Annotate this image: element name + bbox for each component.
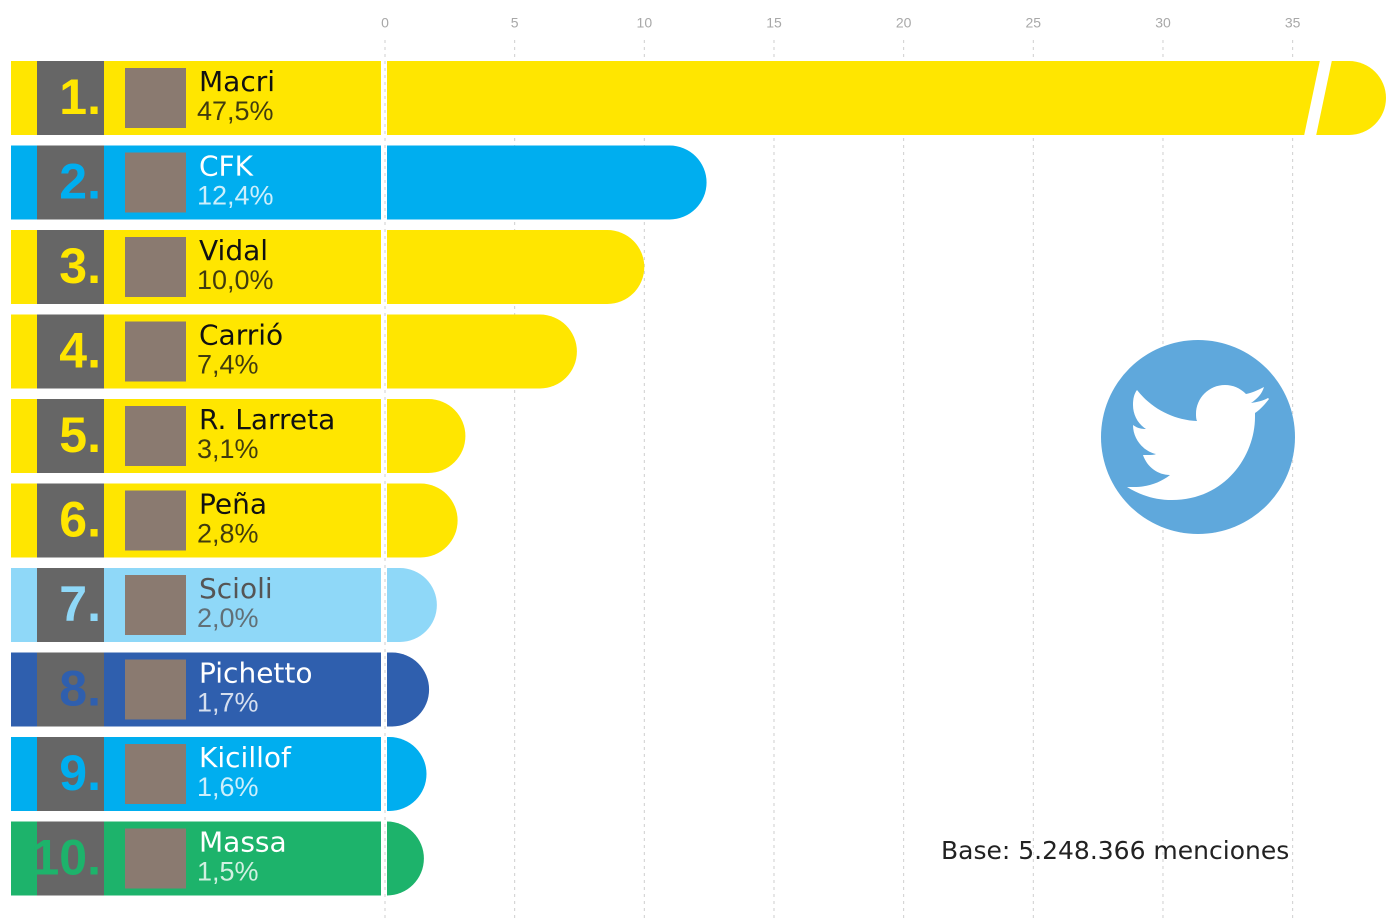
value-label: 1,5% (197, 857, 259, 887)
photo (125, 321, 186, 382)
rank: 4. (59, 323, 101, 379)
rank-panel (37, 314, 104, 389)
x-tick-label: 0 (381, 15, 389, 31)
x-tick-label: 20 (896, 15, 912, 31)
rank-panel (37, 145, 104, 220)
x-tick-label: 25 (1026, 15, 1042, 31)
value-label: 2,8% (197, 519, 259, 549)
value-label: 12,4% (197, 181, 274, 211)
rank: 9. (59, 745, 101, 801)
rank-panel (37, 568, 104, 642)
rank-panel (37, 230, 104, 304)
grid: 0 5 10 15 20 25 30 35 (381, 15, 1301, 921)
x-tick-label: 15 (766, 15, 782, 31)
bar (387, 483, 458, 558)
rank: 2. (59, 154, 101, 210)
bar (387, 737, 427, 811)
rank-panel (37, 483, 104, 558)
rank: 8. (59, 661, 101, 717)
rank-panel (37, 652, 104, 727)
rank-panel (37, 821, 104, 896)
photo (125, 575, 186, 635)
photo (125, 152, 186, 213)
rank-panel (37, 737, 104, 811)
value-label: 3,1% (197, 434, 259, 464)
bar (387, 145, 707, 220)
value-label: 10,0% (197, 265, 274, 295)
bar (387, 314, 577, 389)
rank-panel (37, 399, 104, 473)
bar (387, 399, 466, 473)
bar-name: Scioli (199, 572, 273, 605)
photo (125, 659, 186, 720)
bar-name: Macri (199, 65, 275, 98)
rank: 10. (31, 830, 101, 886)
bar (387, 821, 424, 896)
bar-name: Massa (199, 826, 287, 859)
bar-name: CFK (199, 150, 254, 183)
bar-name: Kicillof (199, 741, 292, 774)
photo (125, 744, 186, 804)
value-label: 7,4% (197, 350, 259, 380)
bar-name: R. Larreta (199, 403, 335, 436)
rank: 5. (59, 407, 101, 463)
rank: 1. (59, 69, 101, 125)
bar (387, 61, 1386, 135)
photo (125, 237, 186, 297)
value-label: 1,7% (197, 688, 259, 718)
photo (125, 406, 186, 466)
rank-panel (37, 61, 104, 135)
bar-name: Pichetto (199, 657, 313, 690)
photo (125, 68, 186, 128)
twitter-bird (1127, 385, 1269, 500)
rank: 3. (59, 238, 101, 294)
x-tick-label: 10 (637, 15, 653, 31)
x-tick-label: 5 (511, 15, 519, 31)
bar-name: Vidal (199, 234, 268, 267)
bar-name: Peña (199, 488, 267, 521)
photo (125, 490, 186, 551)
rank: 6. (59, 492, 101, 548)
value-label: 1,6% (197, 772, 259, 802)
x-tick-label: 30 (1155, 15, 1171, 31)
bar (387, 568, 437, 643)
bar (387, 652, 430, 727)
note: Base: 5.248.366 menciones (941, 836, 1289, 865)
value-label: 47,5% (197, 96, 274, 126)
twitter-logo (1101, 340, 1295, 534)
bar-name: Carrió (199, 319, 283, 352)
x-tick-label: 35 (1285, 15, 1301, 31)
rank: 7. (59, 576, 101, 632)
axis-break (1304, 60, 1332, 136)
bar (387, 230, 645, 304)
value-label: 2,0% (197, 603, 259, 633)
photo (125, 828, 186, 889)
